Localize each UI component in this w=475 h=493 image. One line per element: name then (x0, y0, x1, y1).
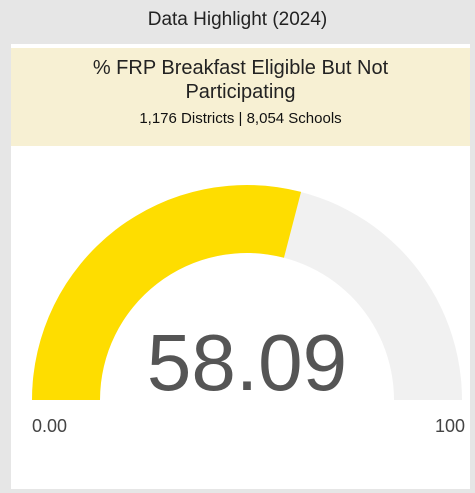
card-header: % FRP Breakfast Eligible But Not Partici… (11, 48, 470, 146)
gauge-range-label: 100 (435, 416, 465, 436)
gauge-value-arc (32, 184, 302, 400)
annotation: 1,176 Districts | 8,054 Schools (139, 110, 342, 127)
panel-title: Data Highlight (2024) (147, 9, 328, 30)
chart-subtitle: % FRP Breakfast Eligible But Not Partici… (92, 57, 389, 103)
gauge-range-label: 0.00 (32, 416, 67, 436)
gauge-value-label: 58.09 (147, 318, 347, 407)
